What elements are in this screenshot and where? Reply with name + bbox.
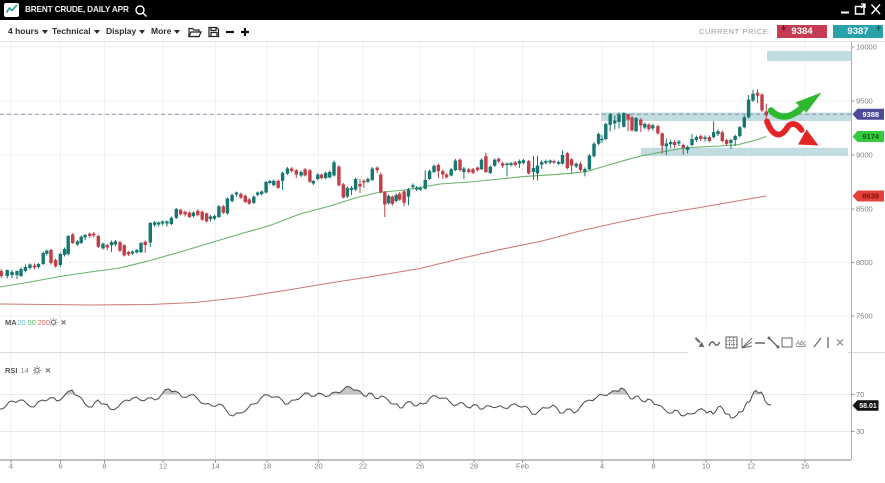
svg-text:9000: 9000: [856, 151, 873, 160]
svg-text:Abc: Abc: [795, 341, 806, 347]
svg-text:9388: 9388: [862, 110, 879, 119]
svg-text:8639: 8639: [862, 192, 879, 201]
svg-text:RSI: RSI: [5, 366, 18, 375]
svg-text:200: 200: [38, 318, 51, 327]
svg-text:Feb: Feb: [516, 462, 529, 471]
svg-text:7500: 7500: [856, 312, 873, 321]
svg-text:18: 18: [263, 462, 271, 471]
svg-text:14: 14: [211, 462, 219, 471]
svg-text:12: 12: [159, 462, 167, 471]
svg-text:6: 6: [58, 462, 62, 471]
svg-text:58.01: 58.01: [859, 403, 877, 410]
svg-text:14: 14: [21, 366, 29, 375]
svg-text:20: 20: [18, 318, 26, 327]
svg-text:70: 70: [856, 390, 864, 399]
svg-text:22: 22: [359, 462, 367, 471]
svg-text:8: 8: [651, 462, 655, 471]
svg-text:4: 4: [9, 462, 13, 471]
svg-text:4: 4: [600, 462, 604, 471]
svg-text:8000: 8000: [856, 258, 873, 267]
svg-text:10: 10: [702, 462, 710, 471]
svg-text:12: 12: [747, 462, 755, 471]
svg-text:30: 30: [856, 427, 864, 436]
svg-text:8: 8: [102, 462, 106, 471]
svg-text:8500: 8500: [856, 205, 873, 214]
svg-text:9500: 9500: [856, 97, 873, 106]
svg-text:16: 16: [801, 462, 809, 471]
svg-text:28: 28: [470, 462, 478, 471]
svg-text:50: 50: [28, 318, 36, 327]
svg-text:20: 20: [314, 462, 322, 471]
svg-text:MA: MA: [5, 318, 17, 327]
svg-text:9174: 9174: [862, 132, 880, 141]
svg-text:26: 26: [416, 462, 424, 471]
svg-text:10000: 10000: [856, 43, 877, 52]
